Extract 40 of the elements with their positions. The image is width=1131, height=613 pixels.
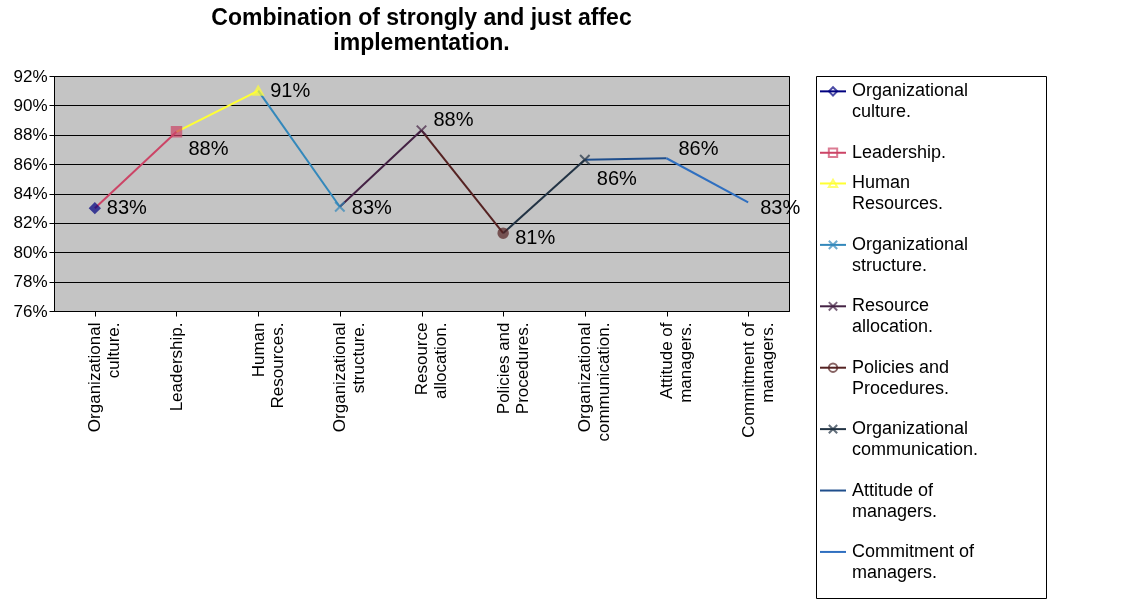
- y-tick-label: 80%: [13, 242, 48, 262]
- y-tick-label: 84%: [13, 184, 48, 203]
- point: [89, 202, 101, 214]
- x-tick-label: Commitment of managers.: [738, 322, 777, 438]
- data-label: 88%: [433, 108, 474, 131]
- chart-title: Combination of strongly and just affec implementation.: [211, 4, 632, 55]
- data-label: 86%: [678, 137, 719, 160]
- x-tick-label: Policies and Procedures.: [493, 322, 532, 415]
- legend-label: Human Resources.: [852, 172, 944, 214]
- x-tick-label: Human Resources.: [248, 322, 287, 409]
- legend-label: Leadership.: [852, 141, 947, 162]
- data-label: 91%: [270, 78, 311, 101]
- point: [579, 153, 591, 166]
- legend-label: Organizational culture.: [852, 80, 969, 122]
- data-label: 86%: [596, 166, 638, 189]
- x-tick-label: Organizational communication.: [575, 322, 614, 442]
- y-tick-label: 76%: [13, 301, 48, 321]
- point: [334, 200, 346, 213]
- x-tick-label: Leadership.: [167, 322, 186, 412]
- point: [170, 126, 183, 138]
- data-label: 83%: [106, 196, 148, 219]
- y-tick-label: 88%: [13, 125, 48, 145]
- legend-label: Resource allocation.: [852, 295, 934, 337]
- point: [497, 227, 509, 239]
- data-label: 83%: [351, 196, 393, 219]
- x-tick-label: Resource allocation.: [412, 322, 450, 400]
- data-label: 88%: [188, 137, 229, 160]
- x-tick-label: Organizational culture.: [85, 322, 124, 433]
- y-tick-label: 90%: [13, 95, 48, 115]
- legend-label: Organizational structure.: [852, 233, 969, 275]
- y-tick-label: 92%: [13, 66, 48, 86]
- x-tick-label: Attitude of managers.: [657, 322, 695, 403]
- x-tick-label: Organizational structure.: [330, 322, 369, 433]
- data-label: 81%: [515, 225, 556, 248]
- legend-label: Attitude of managers.: [852, 479, 938, 521]
- y-tick-label: 86%: [13, 154, 48, 174]
- point: [415, 124, 428, 137]
- legend-label: Commitment of managers.: [852, 540, 976, 582]
- y-tick-label: 82%: [13, 213, 48, 233]
- y-tick-label: 78%: [13, 272, 48, 292]
